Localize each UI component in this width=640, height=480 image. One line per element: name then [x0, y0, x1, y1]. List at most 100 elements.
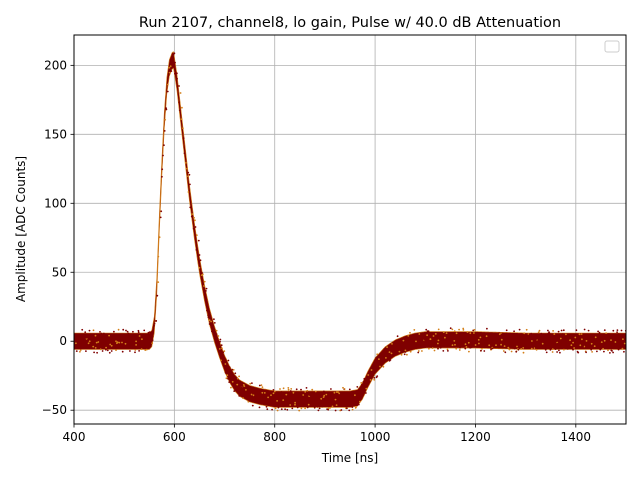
data-point — [116, 342, 118, 345]
data-point — [224, 363, 227, 365]
data-point — [105, 346, 107, 349]
data-point — [599, 348, 602, 351]
data-point — [267, 402, 270, 405]
data-point — [280, 408, 283, 411]
data-point — [143, 329, 146, 332]
data-point — [323, 390, 325, 393]
data-point — [540, 332, 543, 335]
data-point — [337, 391, 339, 393]
data-point — [94, 347, 97, 349]
data-point — [126, 346, 129, 349]
data-point — [290, 388, 293, 390]
data-point — [372, 374, 375, 376]
data-point — [304, 407, 306, 410]
data-point — [594, 336, 597, 339]
data-point — [141, 338, 143, 341]
data-point — [362, 381, 365, 383]
data-point — [491, 347, 494, 350]
data-point — [183, 152, 186, 155]
data-point — [490, 348, 492, 350]
data-point — [121, 350, 124, 353]
data-point — [245, 389, 247, 391]
data-point — [427, 330, 430, 333]
data-point — [496, 338, 499, 341]
data-point — [428, 347, 430, 350]
data-point — [543, 341, 546, 344]
data-point — [444, 336, 446, 339]
data-point — [124, 342, 127, 345]
data-point — [179, 92, 182, 94]
data-point — [165, 107, 168, 110]
data-point — [187, 171, 190, 174]
data-point — [157, 281, 160, 283]
data-point — [172, 53, 175, 56]
data-point — [254, 394, 256, 397]
data-point — [240, 383, 242, 385]
data-point — [354, 407, 357, 409]
data-point — [280, 398, 283, 400]
data-point — [132, 346, 135, 349]
data-point — [562, 329, 565, 332]
data-point — [552, 330, 554, 332]
data-point — [201, 273, 204, 276]
data-point — [381, 360, 384, 363]
data-point — [161, 175, 163, 178]
data-point — [417, 351, 420, 354]
data-point — [300, 407, 303, 410]
data-point — [447, 350, 449, 352]
data-point — [386, 346, 388, 349]
data-point — [469, 332, 472, 335]
data-point — [219, 338, 222, 341]
data-point — [359, 388, 361, 391]
data-point — [144, 334, 147, 337]
data-point — [386, 350, 389, 352]
x-tick-label: 1400 — [561, 430, 592, 444]
data-point — [135, 344, 138, 346]
data-point — [406, 353, 408, 356]
data-point — [81, 336, 83, 339]
data-point — [370, 369, 373, 371]
data-point — [485, 335, 488, 338]
grid-lines — [73, 35, 626, 424]
data-point — [287, 387, 290, 389]
data-point — [271, 403, 274, 406]
data-point — [194, 226, 197, 228]
axis-ticks: 400 600 800 1000 1200 1400 −50 0 50 100 150 200 — [42, 58, 591, 444]
data-point — [385, 357, 387, 359]
data-point — [320, 397, 323, 400]
data-point — [484, 342, 487, 345]
data-point — [483, 346, 486, 348]
data-point — [365, 380, 368, 383]
data-point — [195, 234, 198, 237]
data-point — [285, 393, 288, 396]
data-point — [225, 377, 228, 380]
data-point — [264, 400, 267, 402]
data-point — [353, 403, 356, 406]
data-point — [464, 343, 467, 346]
data-point — [156, 294, 159, 297]
data-point — [198, 266, 201, 269]
data-point — [535, 348, 538, 351]
data-point — [159, 216, 162, 219]
data-point — [118, 341, 121, 344]
data-point — [559, 351, 561, 354]
data-point — [458, 349, 461, 351]
data-point — [119, 339, 121, 341]
data-point — [600, 341, 603, 343]
data-point — [367, 374, 370, 376]
data-point — [401, 349, 404, 352]
x-tick-label: 400 — [63, 430, 86, 444]
data-point — [578, 340, 581, 342]
data-point — [223, 350, 226, 352]
data-point — [263, 392, 266, 394]
data-point — [424, 346, 427, 348]
data-point — [254, 399, 257, 401]
data-point — [248, 389, 250, 392]
data-point — [335, 404, 338, 406]
data-point — [587, 329, 590, 332]
data-point — [267, 396, 269, 399]
data-point — [140, 348, 143, 351]
data-point — [220, 344, 223, 347]
data-point — [607, 340, 609, 343]
data-point — [571, 337, 573, 340]
